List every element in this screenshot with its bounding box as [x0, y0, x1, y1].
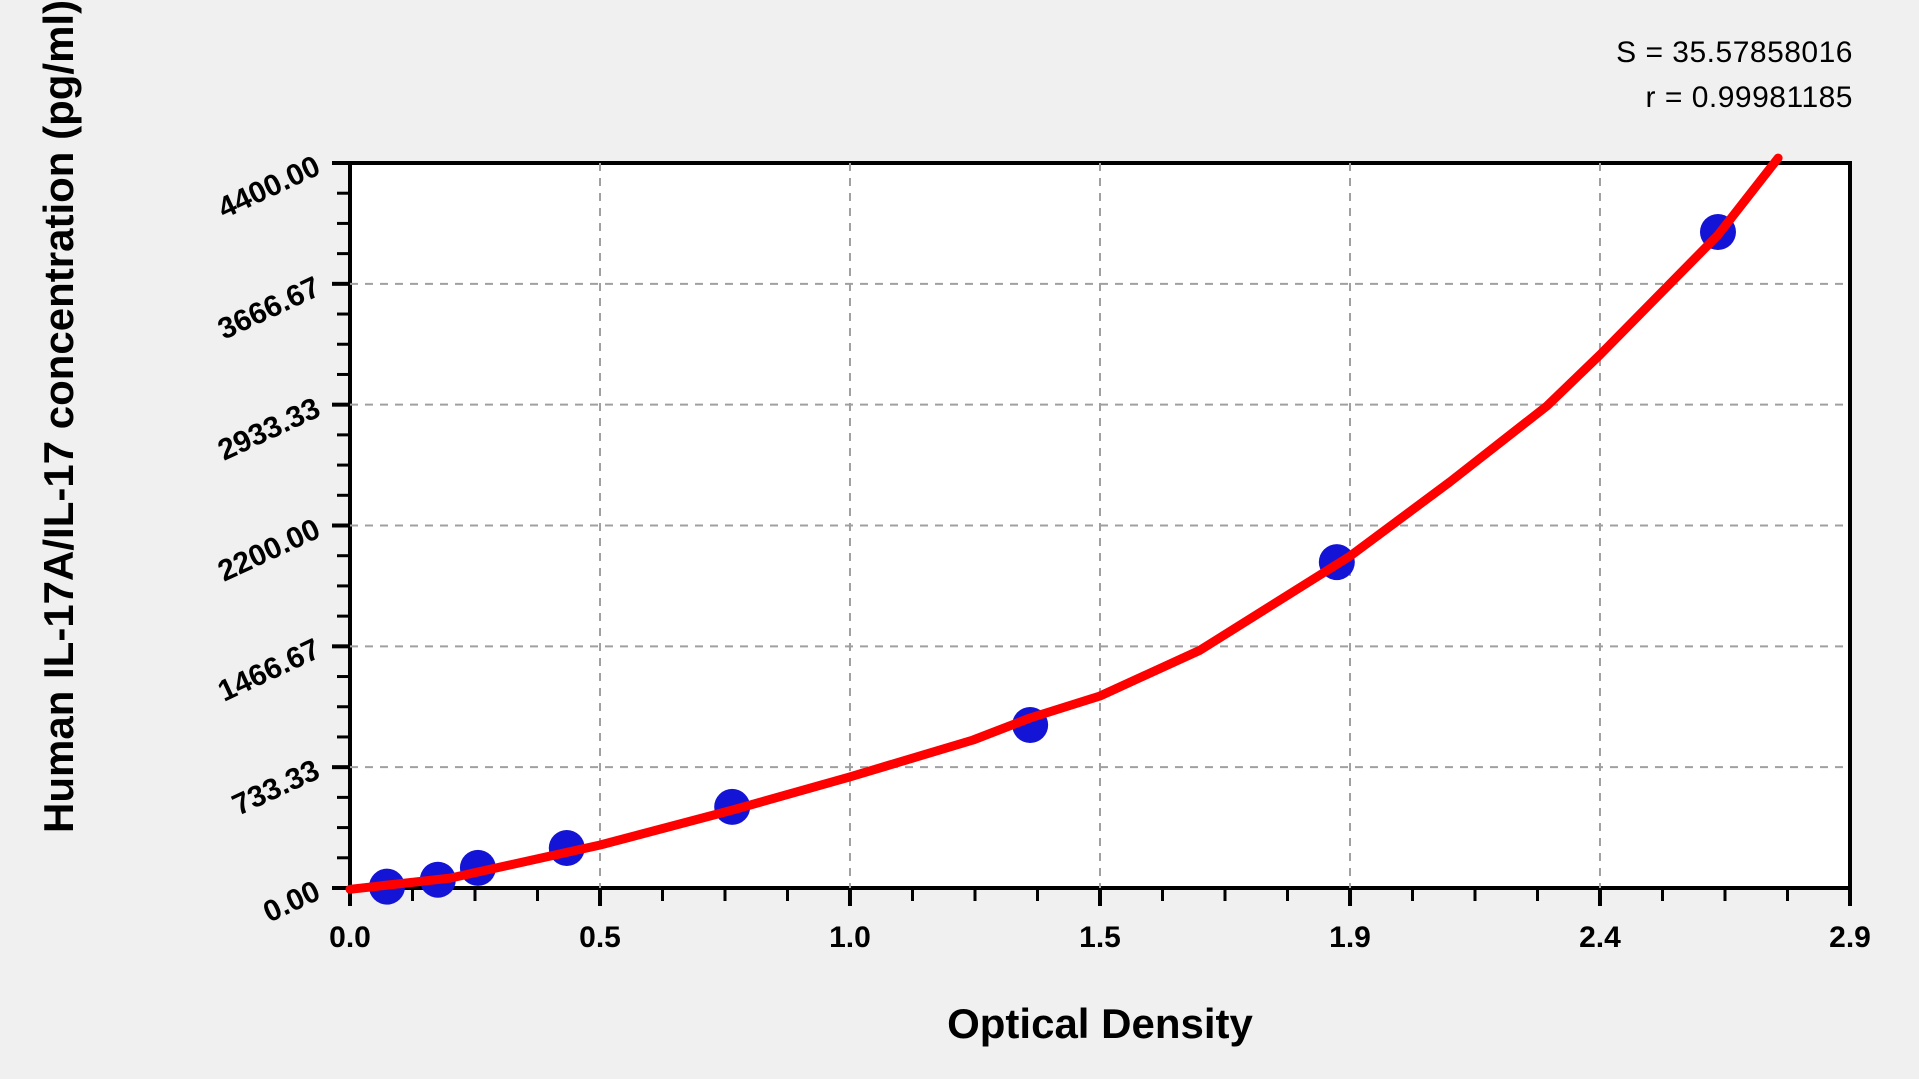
x-tick-label: 2.4 [1579, 921, 1621, 954]
x-tick-label: 2.9 [1829, 921, 1871, 954]
x-tick-label: 0.0 [329, 921, 371, 954]
y-axis-title: Human IL-17A/IL-17 concentration (pg/ml) [35, 0, 82, 833]
fit-r-value: r = 0.99981185 [1645, 81, 1853, 114]
fit-statistics: S = 35.57858016 r = 0.99981185 [1616, 30, 1853, 120]
x-tick-label: 0.5 [579, 921, 621, 954]
x-axis-title: Optical Density [947, 1000, 1253, 1047]
x-tick-label: 1.5 [1079, 921, 1121, 954]
x-tick-label: 1.0 [829, 921, 871, 954]
fit-s-value: S = 35.57858016 [1616, 36, 1853, 69]
x-tick-label: 1.9 [1329, 921, 1371, 954]
fitted-curve [345, 153, 1783, 894]
